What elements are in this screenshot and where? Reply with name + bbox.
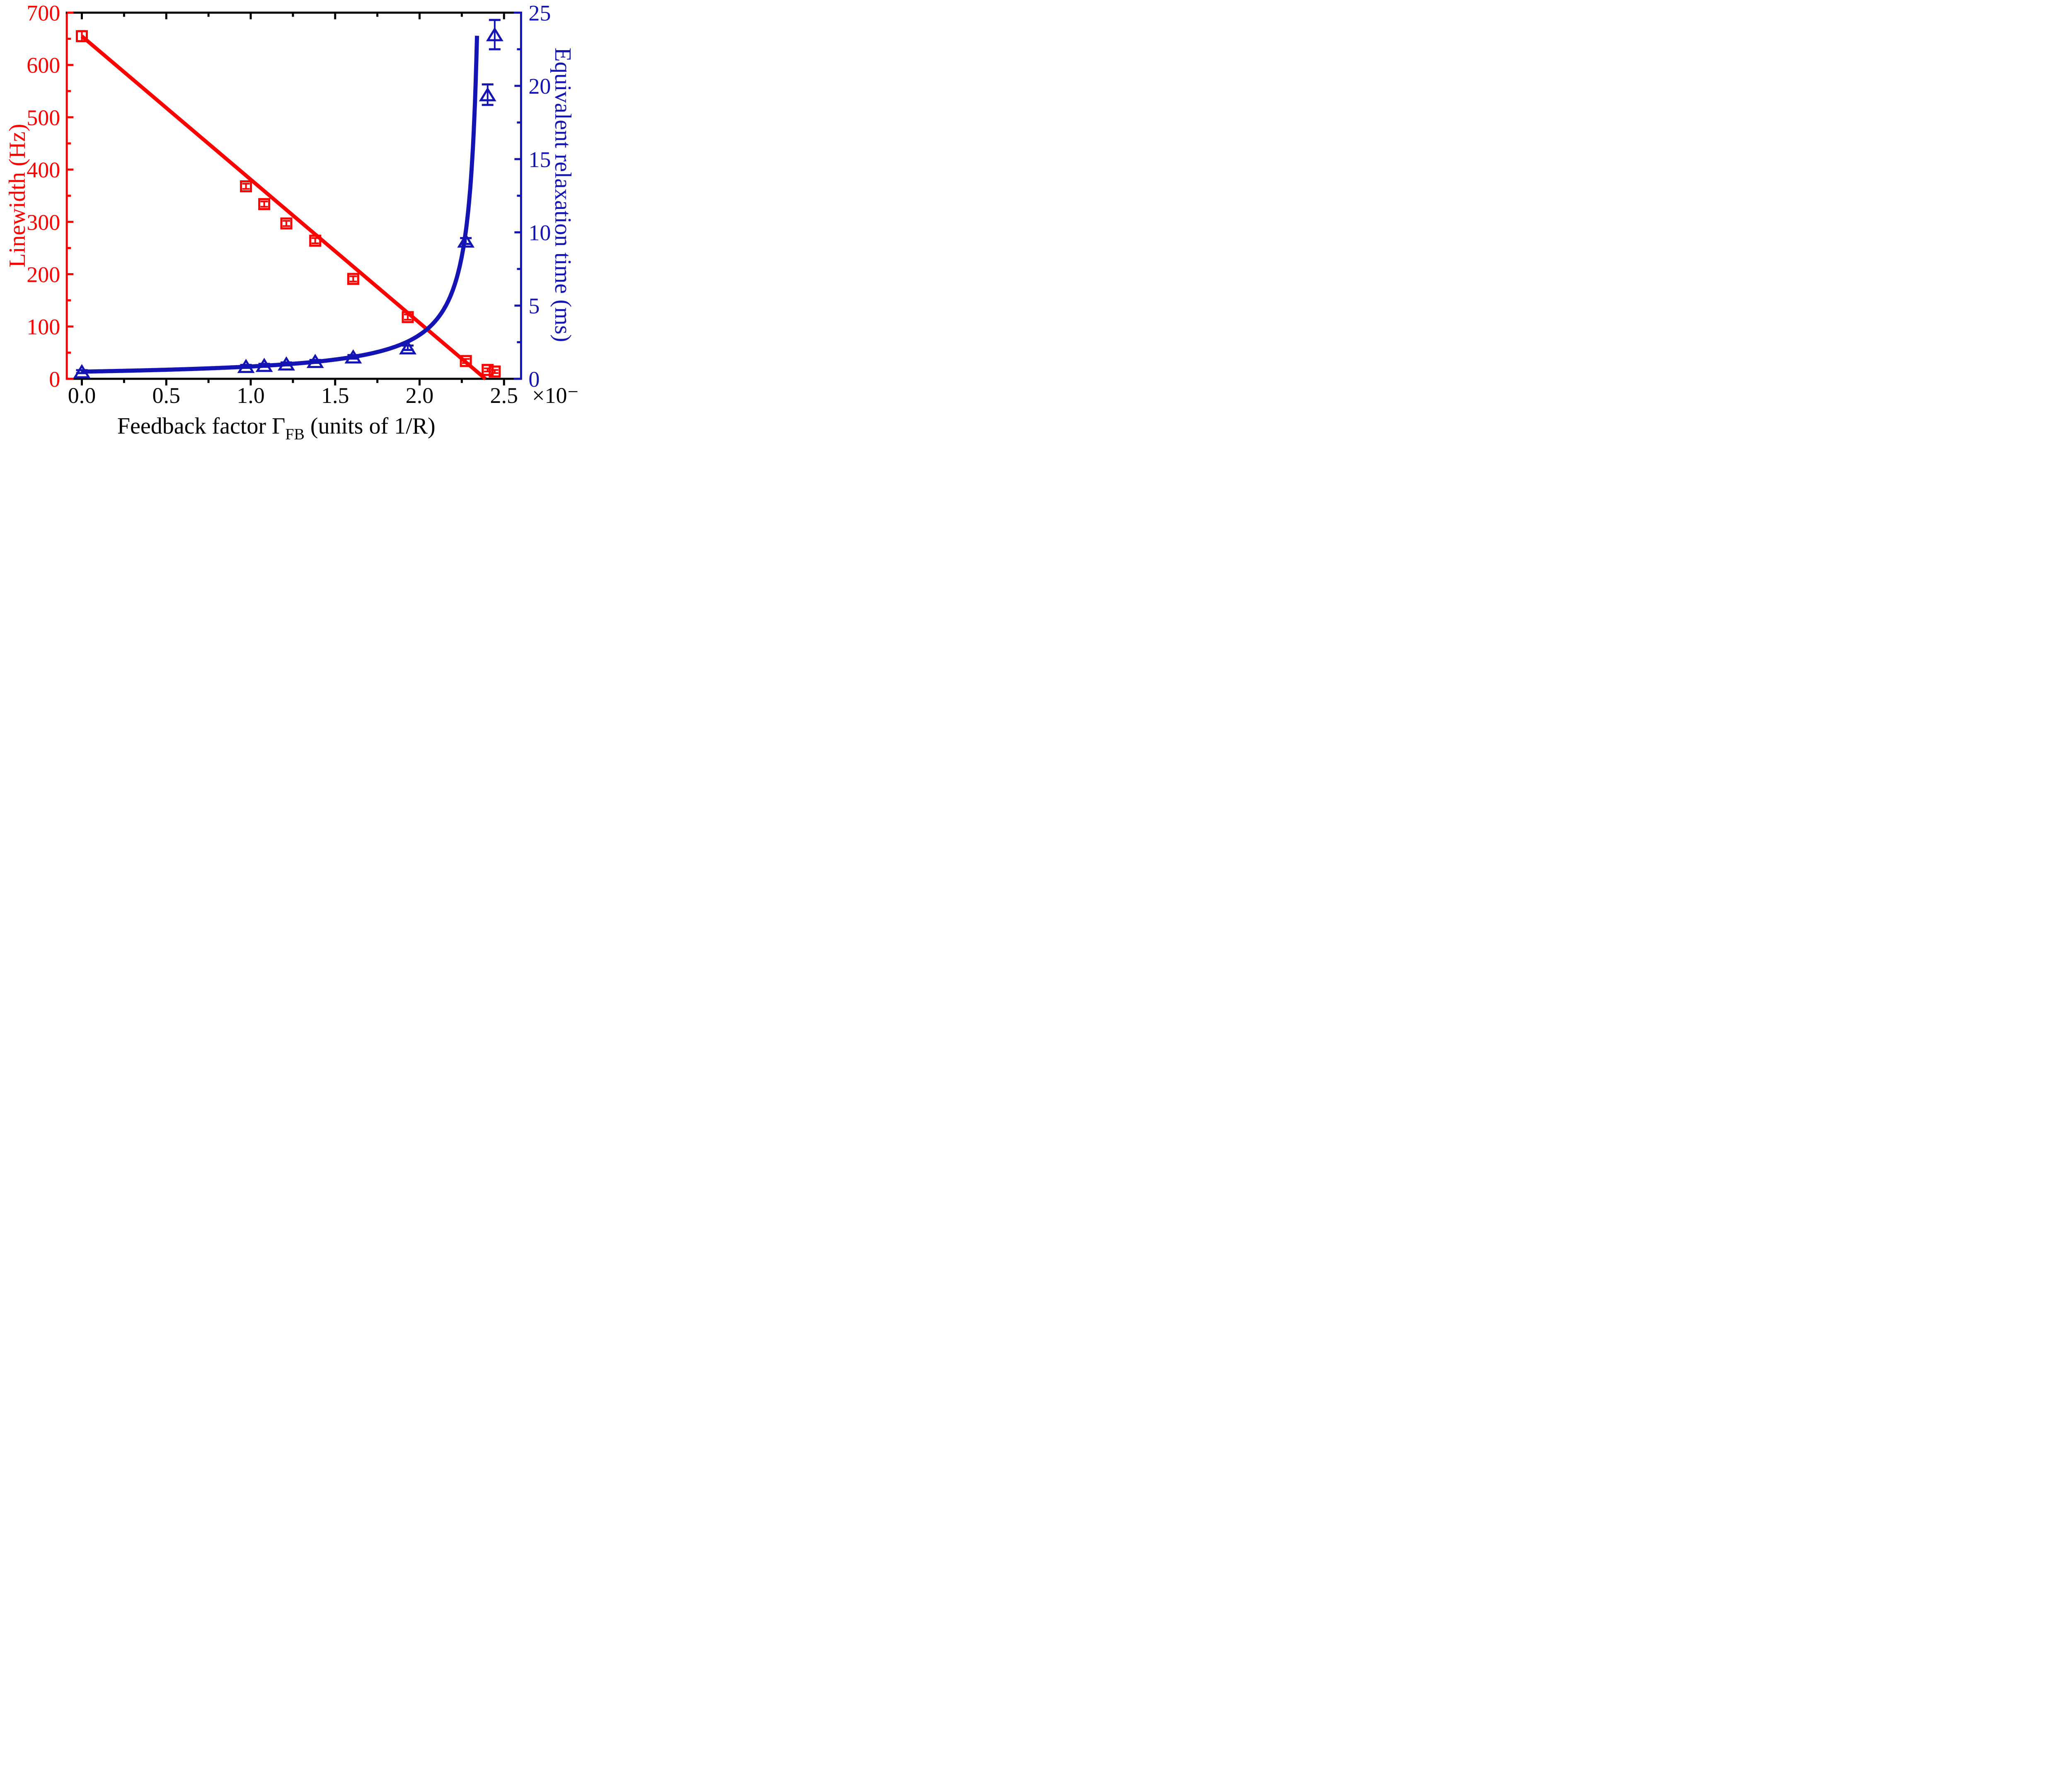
- x-axis-title-prefix: Feedback factor Γ: [117, 413, 286, 439]
- x-axis-scale-label: ×10⁻³: [532, 383, 578, 408]
- chart-figure: 0.00.51.01.52.02.5×10⁻³01002003004005006…: [0, 0, 578, 444]
- y-right-axis-title: Equivalent relaxation time (ms): [550, 47, 576, 342]
- linewidth-data-point: [402, 311, 414, 323]
- x-tick-label: 0.5: [152, 383, 181, 408]
- y-right-tick-label: 5: [528, 293, 540, 318]
- y-right-tick-label: 10: [528, 221, 551, 245]
- x-tick-label: 2.5: [490, 383, 518, 408]
- relaxation-data-point: [399, 340, 416, 354]
- x-axis-title-subscript: FB: [285, 426, 305, 443]
- relaxation-data-point: [237, 359, 255, 373]
- x-tick-label: 1.0: [237, 383, 265, 408]
- y-left-tick-label: 200: [27, 262, 60, 287]
- x-tick-label: 2.0: [406, 383, 434, 408]
- relaxation-data-point: [255, 358, 273, 372]
- linewidth-fit-line: [80, 34, 487, 381]
- y-left-tick-label: 0: [49, 367, 60, 392]
- linewidth-data-point: [347, 273, 359, 285]
- x-tick-label: 1.5: [321, 383, 349, 408]
- relaxation-data-point: [306, 354, 324, 368]
- y-left-tick-label: 300: [27, 210, 60, 235]
- y-left-tick-label: 600: [27, 53, 60, 78]
- linewidth-data-point: [460, 355, 472, 367]
- y-right-tick-label: 0: [528, 367, 540, 392]
- y-left-axis-title: Linewidth (Hz): [5, 124, 30, 268]
- y-left-tick-label: 700: [27, 1, 60, 26]
- relaxation-data-point: [73, 364, 91, 378]
- x-axis-title: Feedback factor ΓFB (units of 1/R): [117, 413, 436, 442]
- linewidth-data-point: [240, 180, 252, 192]
- y-left-tick-label: 400: [27, 158, 60, 182]
- relaxation-data-point: [479, 87, 496, 102]
- linewidth-data-point: [280, 217, 293, 230]
- relaxation-fit-curve: [82, 36, 479, 374]
- linewidth-data-point: [489, 365, 501, 378]
- y-right-tick-label: 15: [528, 147, 551, 172]
- x-tick-label: 0.0: [68, 383, 96, 408]
- y-left-tick-label: 100: [27, 315, 60, 339]
- linewidth-data-point: [258, 198, 271, 210]
- y-right-tick-label: 25: [528, 1, 551, 26]
- y-right-tick-label: 20: [528, 74, 551, 99]
- relaxation-data-point: [344, 349, 362, 364]
- x-axis-title-suffix: (units of 1/R): [304, 413, 436, 439]
- relaxation-data-point: [457, 233, 475, 248]
- y-left-tick-label: 500: [27, 105, 60, 130]
- relaxation-data-point: [486, 27, 503, 41]
- chart-canvas: 0.00.51.01.52.02.5×10⁻³01002003004005006…: [27, 1, 578, 408]
- relaxation-data-point: [278, 356, 295, 371]
- linewidth-data-point: [309, 235, 322, 247]
- linewidth-data-point: [76, 30, 88, 42]
